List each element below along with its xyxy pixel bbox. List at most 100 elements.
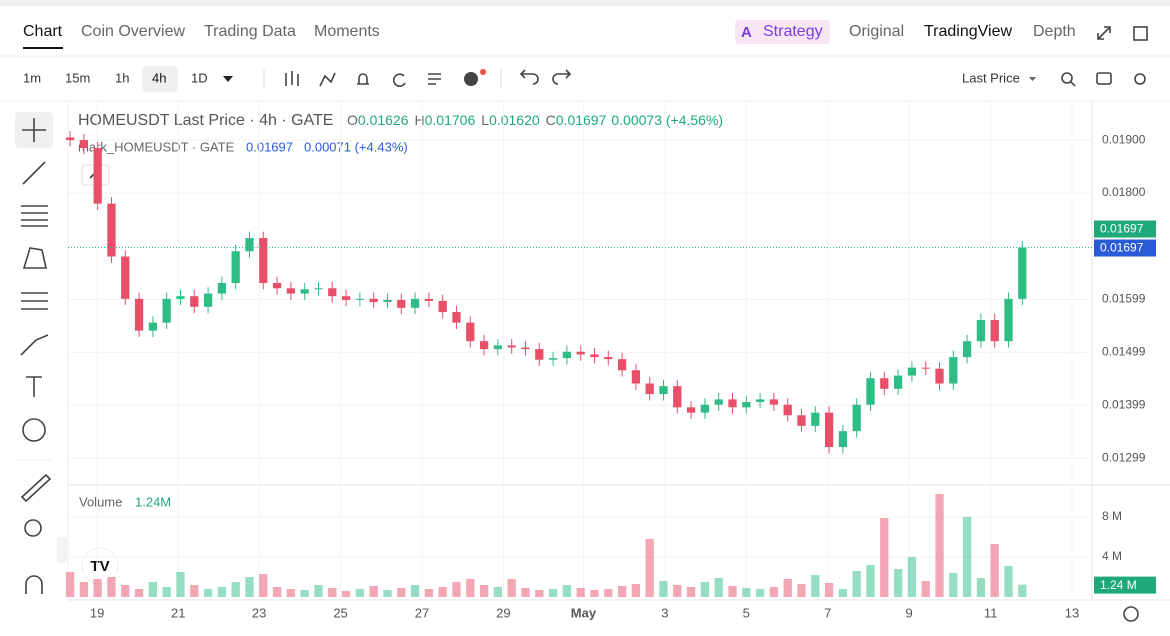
- volume-bar: [328, 588, 337, 597]
- candle-body: [645, 383, 654, 395]
- collapse-button[interactable]: [57, 537, 67, 563]
- alert-icon[interactable]: [357, 73, 369, 85]
- volume-bar: [65, 572, 75, 597]
- interval[interactable]: 1D: [191, 70, 208, 85]
- candle-body: [397, 299, 406, 308]
- dropdown-icon[interactable]: [1029, 77, 1036, 81]
- volume-bar: [562, 585, 572, 597]
- interval[interactable]: 1m: [23, 70, 41, 85]
- candle-body: [121, 256, 130, 299]
- template-icon[interactable]: [428, 73, 441, 85]
- line-tool[interactable]: [22, 161, 46, 185]
- legend-title: HOMEUSDT Last Price · 4h · GATE: [78, 112, 333, 129]
- volume-bar: [507, 579, 516, 597]
- undo-icon[interactable]: [519, 69, 539, 85]
- window-icon[interactable]: [1133, 26, 1148, 41]
- volume-bar: [121, 585, 130, 597]
- emoji-tool[interactable]: [22, 418, 46, 442]
- camera-icon[interactable]: [1096, 72, 1112, 85]
- candle-body: [962, 341, 972, 358]
- view-option[interactable]: Original: [849, 23, 904, 40]
- candle-body: [866, 378, 875, 405]
- dropdown-icon[interactable]: [223, 76, 233, 82]
- volume-bar: [286, 589, 296, 597]
- ai-icon: A: [741, 24, 752, 41]
- ohlc-value: 0.01626: [358, 112, 409, 128]
- ohlc-value: 0.01706: [425, 112, 476, 128]
- interval[interactable]: 15m: [65, 70, 90, 85]
- volume-bar: [962, 517, 972, 597]
- interval[interactable]: 1h: [115, 70, 129, 85]
- x-tick-label: 5: [743, 605, 750, 620]
- zoom-tool[interactable]: [24, 519, 42, 537]
- volume-bar: [852, 571, 861, 597]
- volume-bar: [742, 588, 751, 597]
- candle-body: [590, 354, 599, 358]
- volume-bar: [466, 579, 475, 597]
- candle-body: [452, 312, 461, 323]
- last-price-label: 0.01697: [1100, 222, 1144, 236]
- candle-body: [190, 296, 199, 307]
- volume-bar: [866, 565, 875, 597]
- tab[interactable]: Moments: [314, 23, 380, 40]
- x-tick-label: 23: [252, 605, 266, 620]
- candle-body: [424, 298, 434, 301]
- text-tool[interactable]: [26, 376, 42, 397]
- candle-body: [783, 404, 792, 416]
- y-tick-label: 0.01399: [1102, 397, 1146, 411]
- redo-icon[interactable]: [552, 69, 572, 85]
- tab[interactable]: Trading Data: [204, 23, 296, 40]
- candle-icon[interactable]: [285, 71, 299, 86]
- fib-tool[interactable]: [21, 205, 48, 227]
- volume-bar: [590, 590, 599, 597]
- view-option[interactable]: TradingView: [924, 23, 1012, 40]
- search-icon[interactable]: [1061, 72, 1073, 84]
- settings-icon[interactable]: [1123, 606, 1139, 622]
- ruler-tool[interactable]: [20, 473, 52, 503]
- tab[interactable]: Chart: [23, 23, 63, 40]
- x-tick-label: 11: [984, 605, 998, 620]
- view-option[interactable]: Depth: [1033, 23, 1076, 40]
- y-tick-label: 0.01299: [1102, 450, 1146, 464]
- volume-bar: [907, 557, 917, 597]
- refresh-icon[interactable]: [392, 73, 406, 87]
- candle-body: [148, 322, 158, 331]
- add-icon[interactable]: [464, 72, 478, 86]
- ohlc-change: 0.00073 (+4.56%): [611, 112, 723, 128]
- interval[interactable]: 4h: [152, 70, 166, 85]
- candle-body: [410, 298, 420, 308]
- tab[interactable]: Coin Overview: [81, 23, 185, 40]
- candle-body: [852, 404, 861, 432]
- top-strip: [0, 0, 1170, 6]
- candle-body: [562, 351, 572, 359]
- view-option[interactable]: Strategy: [763, 23, 823, 40]
- magnet-tool[interactable]: [25, 575, 43, 594]
- strategy-bg: [735, 20, 830, 44]
- volume-tick-label: 8 M: [1102, 509, 1122, 523]
- candle-body: [300, 289, 309, 294]
- volume-bar: [769, 587, 779, 597]
- y-tick-label: 0.01800: [1102, 185, 1146, 199]
- candle-body: [769, 399, 779, 405]
- volume-bar: [949, 573, 958, 597]
- projection-tool[interactable]: [21, 292, 48, 310]
- volume-bar: [631, 584, 641, 597]
- price-type[interactable]: Last Price: [962, 70, 1020, 85]
- indicator-icon[interactable]: [319, 72, 336, 87]
- pattern-tool[interactable]: [22, 247, 47, 269]
- candle-body: [383, 299, 392, 303]
- candle-body: [79, 140, 89, 149]
- candle-body: [548, 358, 558, 360]
- crosshair-tool[interactable]: [22, 118, 46, 142]
- volume-bar: [783, 579, 792, 597]
- volume-bar: [521, 588, 530, 597]
- brush-tool[interactable]: [20, 334, 49, 356]
- volume-bar: [755, 589, 765, 597]
- expand-icon[interactable]: [1097, 26, 1111, 40]
- volume-bar: [700, 582, 710, 597]
- candle-body: [659, 386, 668, 395]
- settings-icon[interactable]: [1134, 73, 1146, 85]
- volume-bar: [880, 518, 889, 597]
- volume-bar: [231, 582, 240, 597]
- candle-body: [811, 412, 820, 426]
